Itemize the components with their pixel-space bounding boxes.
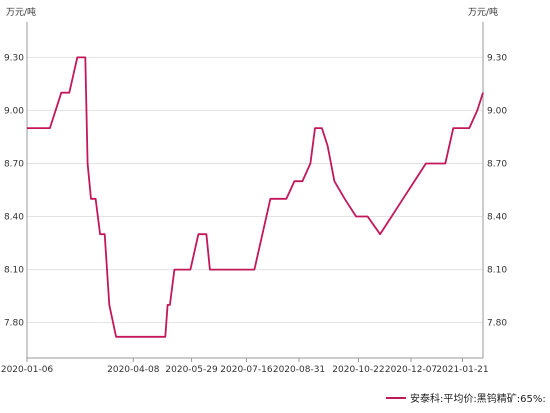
- y-tick-label-left: 8.40: [4, 213, 24, 223]
- x-tick-label: 2020-07-16: [220, 365, 273, 375]
- x-tick-label: 2021-01-21: [436, 365, 488, 375]
- y-tick-labels-right: 7.80 8.10 8.40 8.70 9.00 9.30: [487, 53, 507, 328]
- y-tick-label-left: 8.10: [4, 266, 24, 276]
- y-tick-label-right: 8.10: [487, 266, 507, 276]
- legend: 安泰科:平均价:黑钨精矿:65%:: [386, 392, 546, 405]
- legend-label-series-1: 安泰科:平均价:黑钨精矿:65%:: [410, 392, 546, 405]
- x-tick-label: 2020-04-08: [107, 365, 160, 375]
- x-tick-label: 2020-05-29: [165, 365, 218, 375]
- right-unit-label: 万元/吨: [468, 6, 498, 18]
- y-tick-label-left: 9.30: [4, 53, 24, 63]
- y-tick-label-right: 7.80: [487, 319, 507, 329]
- y-tick-label-left: 9.00: [4, 106, 24, 116]
- series-lines: [27, 56, 484, 338]
- x-tick-label: 2020-08-31: [273, 365, 325, 375]
- series-line-1: [27, 56, 484, 338]
- y-tick-label-right: 8.40: [487, 213, 507, 223]
- left-unit-label: 万元/吨: [6, 6, 36, 18]
- y-tick-label-right: 9.30: [487, 53, 507, 63]
- x-tick-label: 2020-10-22: [332, 365, 384, 375]
- y-tick-label-right: 8.70: [487, 159, 507, 169]
- y-tick-labels-left: 7.80 8.10 8.40 8.70 9.00 9.30: [4, 53, 24, 328]
- axes: [26, 22, 484, 359]
- grid-lines: [27, 56, 483, 324]
- y-tick-label-right: 9.00: [487, 106, 507, 116]
- y-tick-label-left: 7.80: [4, 319, 24, 329]
- x-tick-labels: 2020-01-06 2020-04-08 2020-05-29 2020-07-16…: [1, 358, 489, 375]
- y-tick-label-left: 8.70: [4, 159, 24, 169]
- x-tick-label: 2020-01-06: [1, 365, 54, 375]
- x-tick-label: 2020-12-07: [385, 365, 437, 375]
